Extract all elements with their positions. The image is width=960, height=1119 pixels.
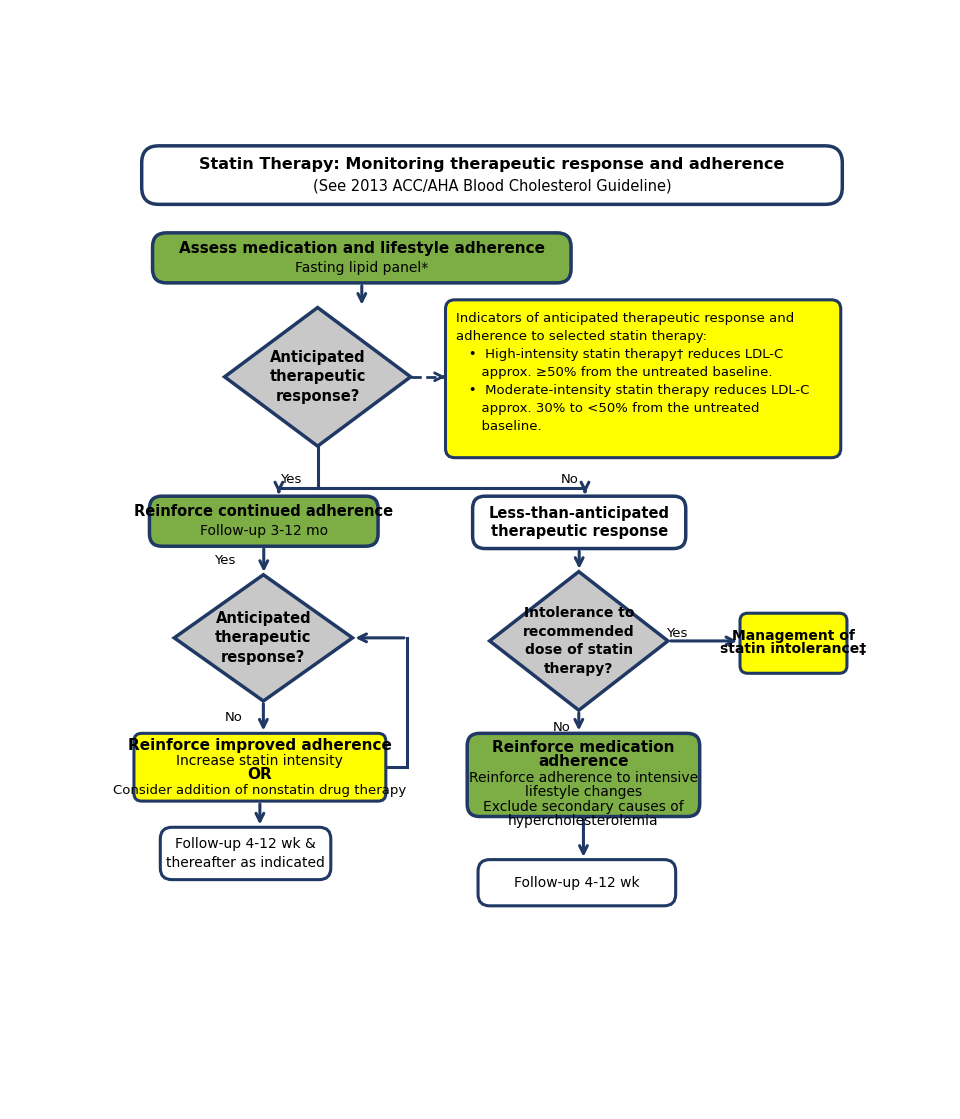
Text: Increase statin intensity: Increase statin intensity <box>177 754 344 768</box>
Text: thereafter as indicated: thereafter as indicated <box>166 856 325 869</box>
Text: Anticipated
therapeutic
response?: Anticipated therapeutic response? <box>270 349 366 404</box>
Text: Yes: Yes <box>214 554 235 567</box>
FancyBboxPatch shape <box>153 233 571 283</box>
FancyBboxPatch shape <box>134 733 386 801</box>
Text: therapeutic response: therapeutic response <box>491 524 668 539</box>
Text: Anticipated
therapeutic
response?: Anticipated therapeutic response? <box>215 611 312 665</box>
Text: Yes: Yes <box>279 472 301 486</box>
Text: statin intolerance‡: statin intolerance‡ <box>720 642 867 657</box>
Text: No: No <box>553 721 570 734</box>
Text: Reinforce continued adherence: Reinforce continued adherence <box>134 505 394 519</box>
FancyBboxPatch shape <box>142 145 842 205</box>
Text: Statin Therapy: Monitoring therapeutic response and adherence: Statin Therapy: Monitoring therapeutic r… <box>200 157 784 172</box>
FancyBboxPatch shape <box>160 827 331 880</box>
Text: Reinforce improved adherence: Reinforce improved adherence <box>128 739 392 753</box>
Text: No: No <box>561 472 579 486</box>
Text: (See 2013 ACC/AHA Blood Cholesterol Guideline): (See 2013 ACC/AHA Blood Cholesterol Guid… <box>313 178 671 194</box>
Text: Less-than-anticipated: Less-than-anticipated <box>489 506 670 520</box>
Text: lifestyle changes: lifestyle changes <box>525 784 642 799</box>
Polygon shape <box>225 308 411 446</box>
FancyBboxPatch shape <box>468 733 700 817</box>
Text: Indicators of anticipated therapeutic response and
adherence to selected statin : Indicators of anticipated therapeutic re… <box>456 312 809 433</box>
Text: Yes: Yes <box>666 627 688 640</box>
Text: Assess medication and lifestyle adherence: Assess medication and lifestyle adherenc… <box>179 241 544 256</box>
Text: Exclude secondary causes of: Exclude secondary causes of <box>483 800 684 815</box>
Text: Reinforce adherence to intensive: Reinforce adherence to intensive <box>468 771 698 786</box>
Text: hypercholesterolemia: hypercholesterolemia <box>508 815 659 828</box>
Text: adherence: adherence <box>539 754 629 770</box>
Text: Follow-up 4-12 wk: Follow-up 4-12 wk <box>514 876 639 890</box>
FancyBboxPatch shape <box>445 300 841 458</box>
Text: No: No <box>225 712 243 724</box>
Text: Follow-up 3-12 mo: Follow-up 3-12 mo <box>200 524 327 538</box>
Text: Management of: Management of <box>732 629 855 642</box>
Text: Consider addition of nonstatin drug therapy: Consider addition of nonstatin drug ther… <box>113 783 406 797</box>
FancyBboxPatch shape <box>478 859 676 905</box>
Text: Follow-up 4-12 wk &: Follow-up 4-12 wk & <box>175 837 316 852</box>
Text: Reinforce medication: Reinforce medication <box>492 740 675 754</box>
FancyBboxPatch shape <box>472 496 685 548</box>
Text: Fasting lipid panel*: Fasting lipid panel* <box>295 261 428 275</box>
FancyBboxPatch shape <box>150 496 378 546</box>
FancyBboxPatch shape <box>740 613 847 674</box>
Text: Intolerance to
recommended
dose of statin
therapy?: Intolerance to recommended dose of stati… <box>523 606 635 676</box>
Text: OR: OR <box>248 768 273 782</box>
Polygon shape <box>490 572 668 711</box>
Polygon shape <box>175 575 352 700</box>
